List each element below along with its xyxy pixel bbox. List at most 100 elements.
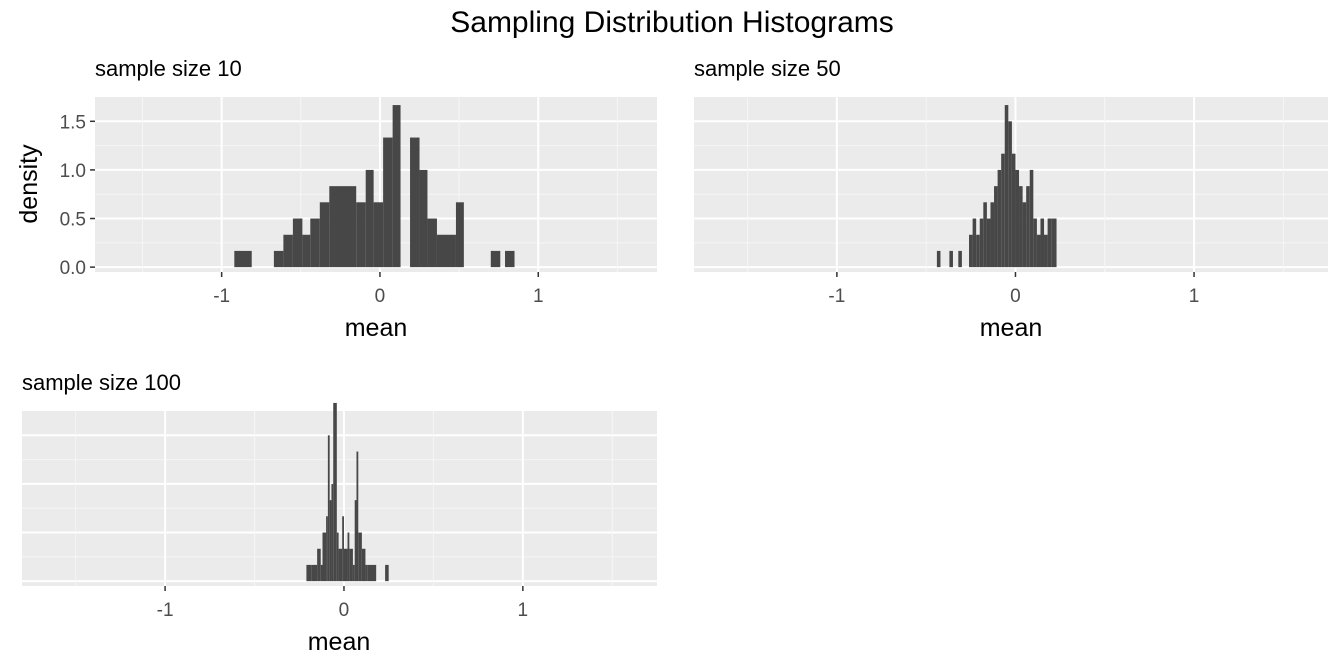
x-tick-label: -1 <box>828 286 845 307</box>
panel-sample-size-100: sample size 100 -1 0 1 mean <box>22 370 657 656</box>
histogram-bar <box>958 250 962 268</box>
x-tick-label: -1 <box>213 286 230 307</box>
histogram-bar <box>326 516 328 582</box>
histogram-bar <box>329 500 332 582</box>
bars-layer <box>234 105 515 268</box>
x-tick-label: 1 <box>533 286 544 307</box>
histogram-bar <box>365 169 374 268</box>
histogram-bar <box>1019 186 1023 268</box>
histogram-bar <box>310 218 320 268</box>
histogram-bar <box>427 218 437 268</box>
panel-subtitle: sample size 10 <box>95 56 242 81</box>
histogram-bar <box>1004 105 1009 268</box>
histogram-bar <box>936 250 941 268</box>
histogram-bar <box>354 500 357 582</box>
panel-sample-size-50: sample size 50 -1 0 1 mean <box>694 56 1328 342</box>
histogram-bar <box>976 234 980 268</box>
panel-subtitle: sample size 50 <box>694 56 841 81</box>
y-tick-label: 0.5 <box>60 210 86 231</box>
histogram-bar <box>1033 218 1037 268</box>
histogram-bar <box>1051 218 1057 268</box>
histogram-bar <box>410 137 420 268</box>
histogram-bar <box>383 137 393 268</box>
histogram-bar <box>365 564 368 582</box>
histogram-bar <box>352 564 355 582</box>
histogram-bar <box>342 516 344 582</box>
histogram-bar <box>234 250 252 268</box>
histogram-bar <box>997 169 1002 268</box>
histogram-bar <box>338 548 343 582</box>
bars-layer <box>936 105 1057 268</box>
histogram-bar <box>505 250 515 268</box>
ticks-layer: -1 0 1 <box>157 586 528 621</box>
histogram-bar <box>358 532 362 582</box>
histogram-bar <box>367 564 377 582</box>
x-tick-label: 0 <box>1010 286 1021 307</box>
histogram-bar <box>320 564 323 582</box>
histogram-bar <box>322 532 327 582</box>
histogram-bar <box>319 202 330 268</box>
histogram-bar <box>1001 153 1005 268</box>
y-tick-label: 1.0 <box>60 161 86 182</box>
histogram-bar <box>373 202 384 268</box>
histogram-bar <box>385 564 389 582</box>
histogram-bar <box>419 169 428 268</box>
y-axis-label: density <box>15 144 43 224</box>
histogram-bar <box>311 564 318 582</box>
panel-sample-size-10: sample size 10 -1 0 1 0.0 0.5 1.0 1.5 mean den… <box>15 56 657 342</box>
histogram-bar <box>1047 218 1052 268</box>
histogram-bar <box>273 250 284 268</box>
histogram-bar <box>986 218 991 268</box>
histogram-bar <box>994 186 998 268</box>
x-axis-label: mean <box>308 628 371 656</box>
histogram-bar <box>333 402 337 582</box>
histogram-bar <box>490 250 501 268</box>
histogram-bar <box>1026 186 1030 268</box>
histogram-bar <box>949 250 953 268</box>
figure-title: Sampling Distribution Histograms <box>450 6 894 39</box>
x-tick-label: 1 <box>1189 286 1200 307</box>
histogram-bar <box>317 548 321 582</box>
histogram-bar <box>343 548 348 582</box>
histogram-bar <box>356 202 366 268</box>
histogram-bar <box>1036 234 1041 268</box>
bars-layer <box>306 402 389 582</box>
histogram-bar <box>1022 202 1027 268</box>
histogram-bar <box>336 532 339 582</box>
histogram-bar <box>990 202 995 268</box>
histogram-bar <box>329 186 357 268</box>
histogram-bar <box>972 218 977 268</box>
grid-layer <box>22 411 657 586</box>
y-tick-label: 0.0 <box>60 258 86 279</box>
x-tick-label: -1 <box>157 600 174 621</box>
ticks-layer: -1 0 1 0.0 0.5 1.0 1.5 <box>60 112 544 307</box>
histogram-bar <box>283 234 293 268</box>
histogram-bar <box>983 202 987 268</box>
histogram-bar <box>347 532 350 582</box>
histogram-bar <box>1040 218 1045 268</box>
histogram-bar <box>356 451 359 582</box>
x-axis-label: mean <box>345 314 408 342</box>
histogram-bar <box>331 483 334 582</box>
histogram-bar <box>327 435 330 582</box>
histogram-bar <box>302 234 311 268</box>
histogram-bar <box>1015 169 1020 268</box>
histogram-bar <box>436 234 456 268</box>
histogram-bar <box>1044 234 1048 268</box>
histogram-bar <box>306 564 312 582</box>
grid-layer <box>95 97 657 272</box>
x-tick-label: 0 <box>339 600 350 621</box>
histogram-bar <box>979 218 984 268</box>
histogram-bar <box>455 202 464 268</box>
x-axis-label: mean <box>980 314 1043 342</box>
histogram-bar <box>969 234 973 268</box>
histogram-bar <box>349 548 353 582</box>
x-tick-label: 1 <box>518 600 529 621</box>
histogram-bar <box>392 105 401 268</box>
histogram-bar <box>292 218 303 268</box>
panel-subtitle: sample size 100 <box>22 370 181 395</box>
histogram-bar <box>1011 153 1016 268</box>
y-tick-label: 1.5 <box>60 112 86 133</box>
x-tick-label: 0 <box>375 286 386 307</box>
